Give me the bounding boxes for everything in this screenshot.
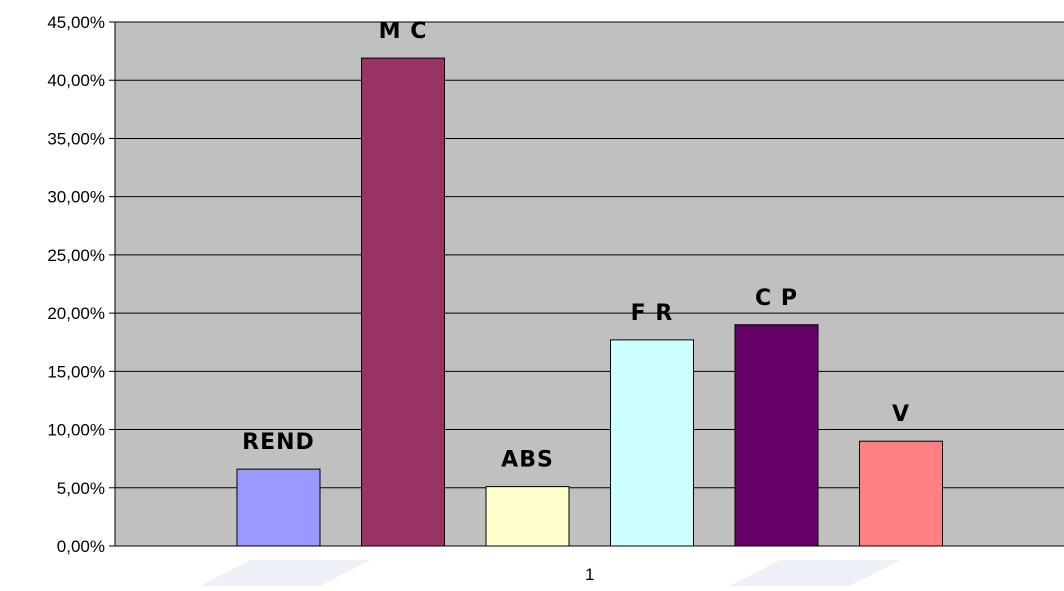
y-tick-label: 40,00% [47,71,105,90]
y-tick-label: 45,00% [47,13,105,32]
x-tick-label: 1 [585,565,594,584]
data-label: ABS [501,448,554,473]
y-tick-label: 35,00% [47,129,105,148]
y-tick-label: 30,00% [47,188,105,207]
bar [734,324,819,547]
data-label: C P [755,286,798,311]
bars [236,57,943,547]
y-tick-label: 25,00% [47,246,105,265]
y-tick-labels: 0,00% 5,00% 10,00% 15,00% 20,00% 25,00% 30,00%… [47,13,105,556]
data-label: REND [242,430,315,455]
bar [610,339,694,547]
bar [859,440,943,547]
y-tick-label: 10,00% [47,421,105,440]
axes [114,22,1064,547]
data-labels: REND M C ABS F R C P V [242,19,910,473]
data-label: F R [631,301,674,326]
data-label: M C [379,19,428,44]
data-label: V [892,402,910,427]
bar [361,57,445,547]
bar [485,486,570,547]
y-tick-label: 5,00% [57,479,105,498]
bar [236,468,321,547]
x-tick-labels: 1 [585,565,594,584]
watermark-band [730,560,900,586]
y-tick-label: 20,00% [47,304,105,323]
y-tick-label: 0,00% [57,537,105,556]
watermark [200,560,900,586]
y-tick-label: 15,00% [47,362,105,381]
watermark-band [200,560,370,586]
